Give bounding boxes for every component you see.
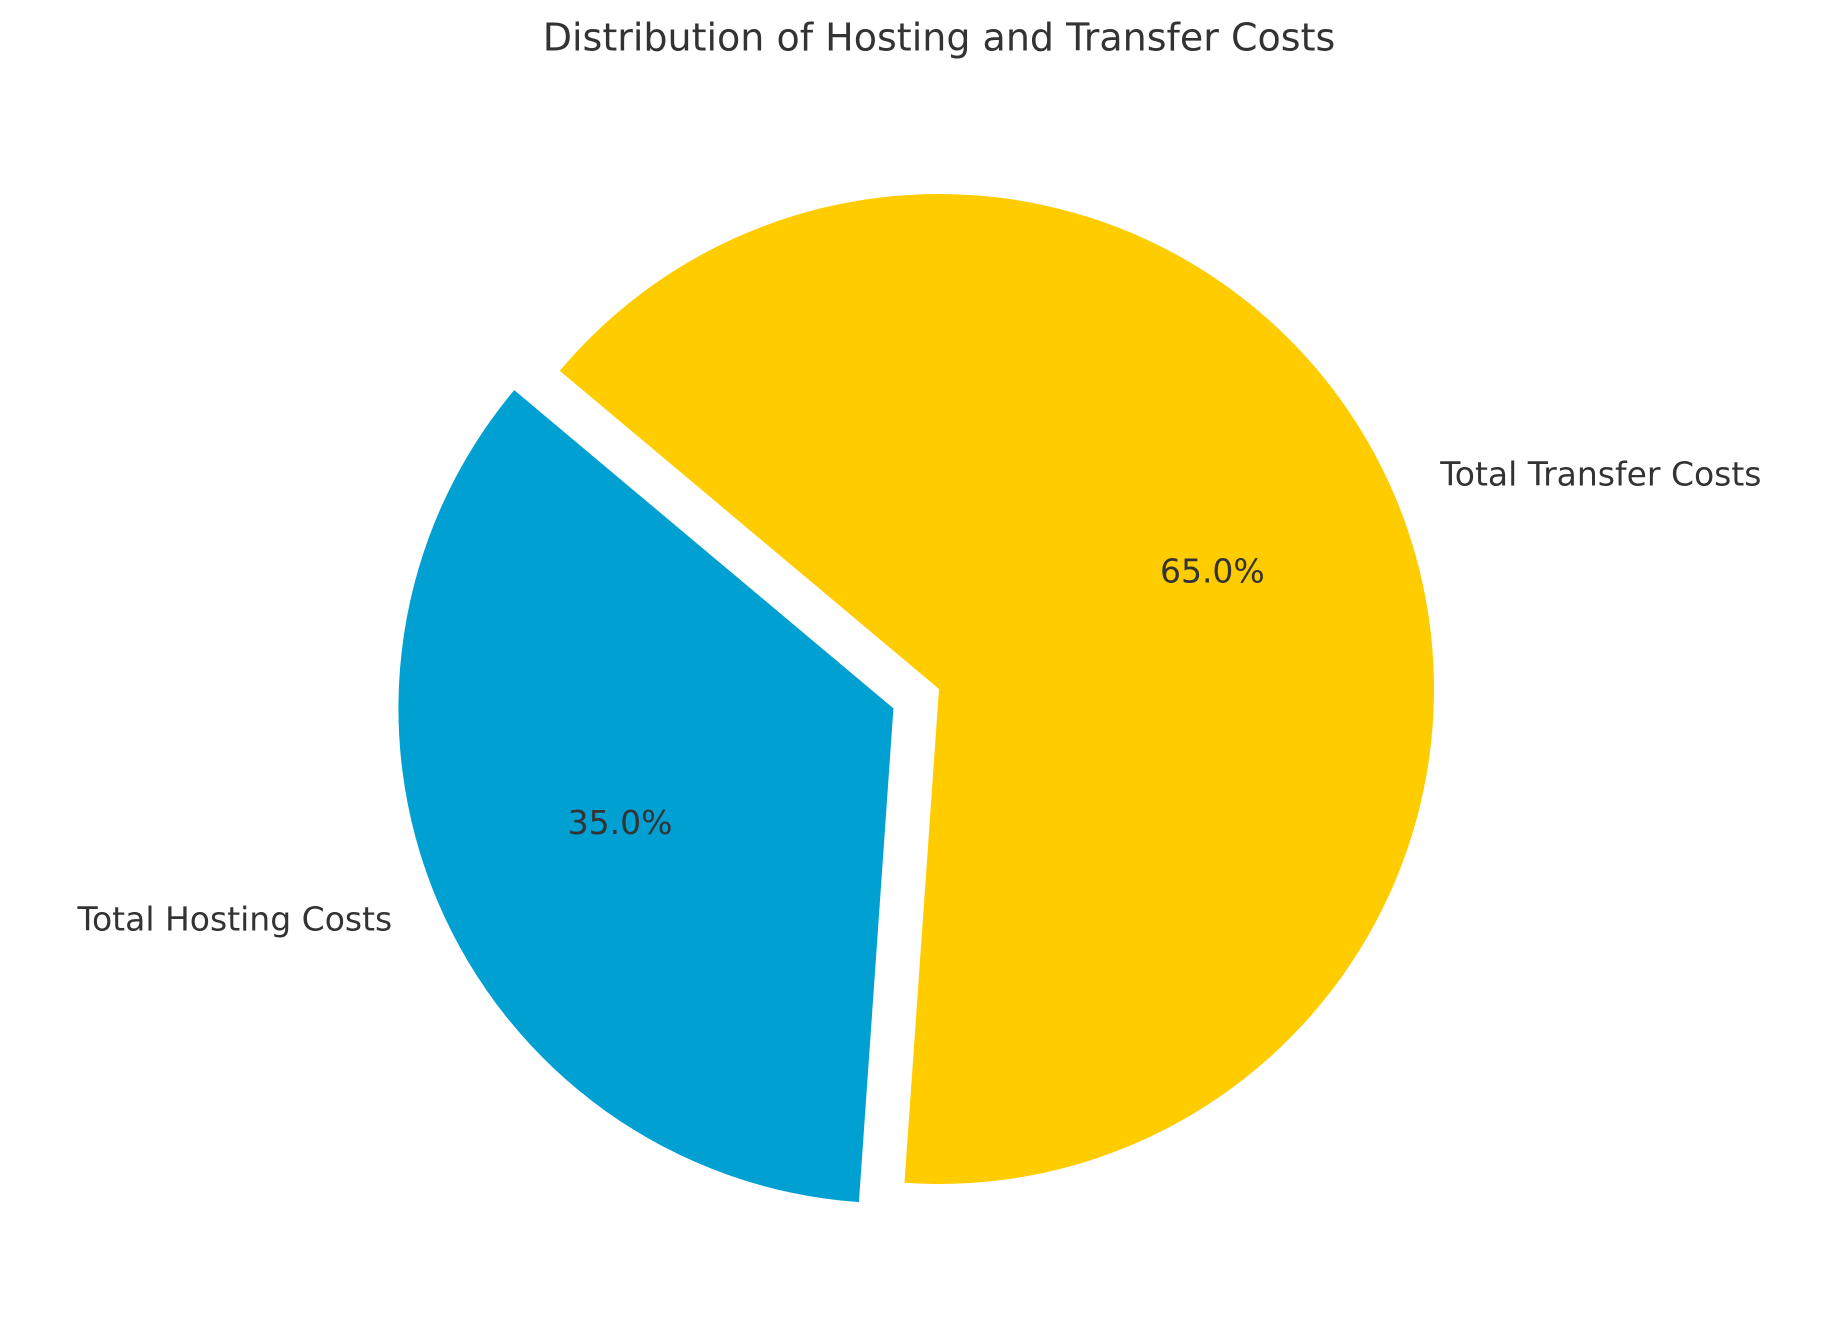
pie-slice	[559, 194, 1435, 1185]
chart-title: Distribution of Hosting and Transfer Cos…	[543, 16, 1336, 60]
percent-label: 35.0%	[568, 803, 673, 842]
slice-label: Total Transfer Costs	[1439, 455, 1761, 494]
slice-label: Total Hosting Costs	[76, 900, 392, 939]
pie-slice	[398, 390, 894, 1203]
percent-label: 65.0%	[1160, 551, 1265, 590]
